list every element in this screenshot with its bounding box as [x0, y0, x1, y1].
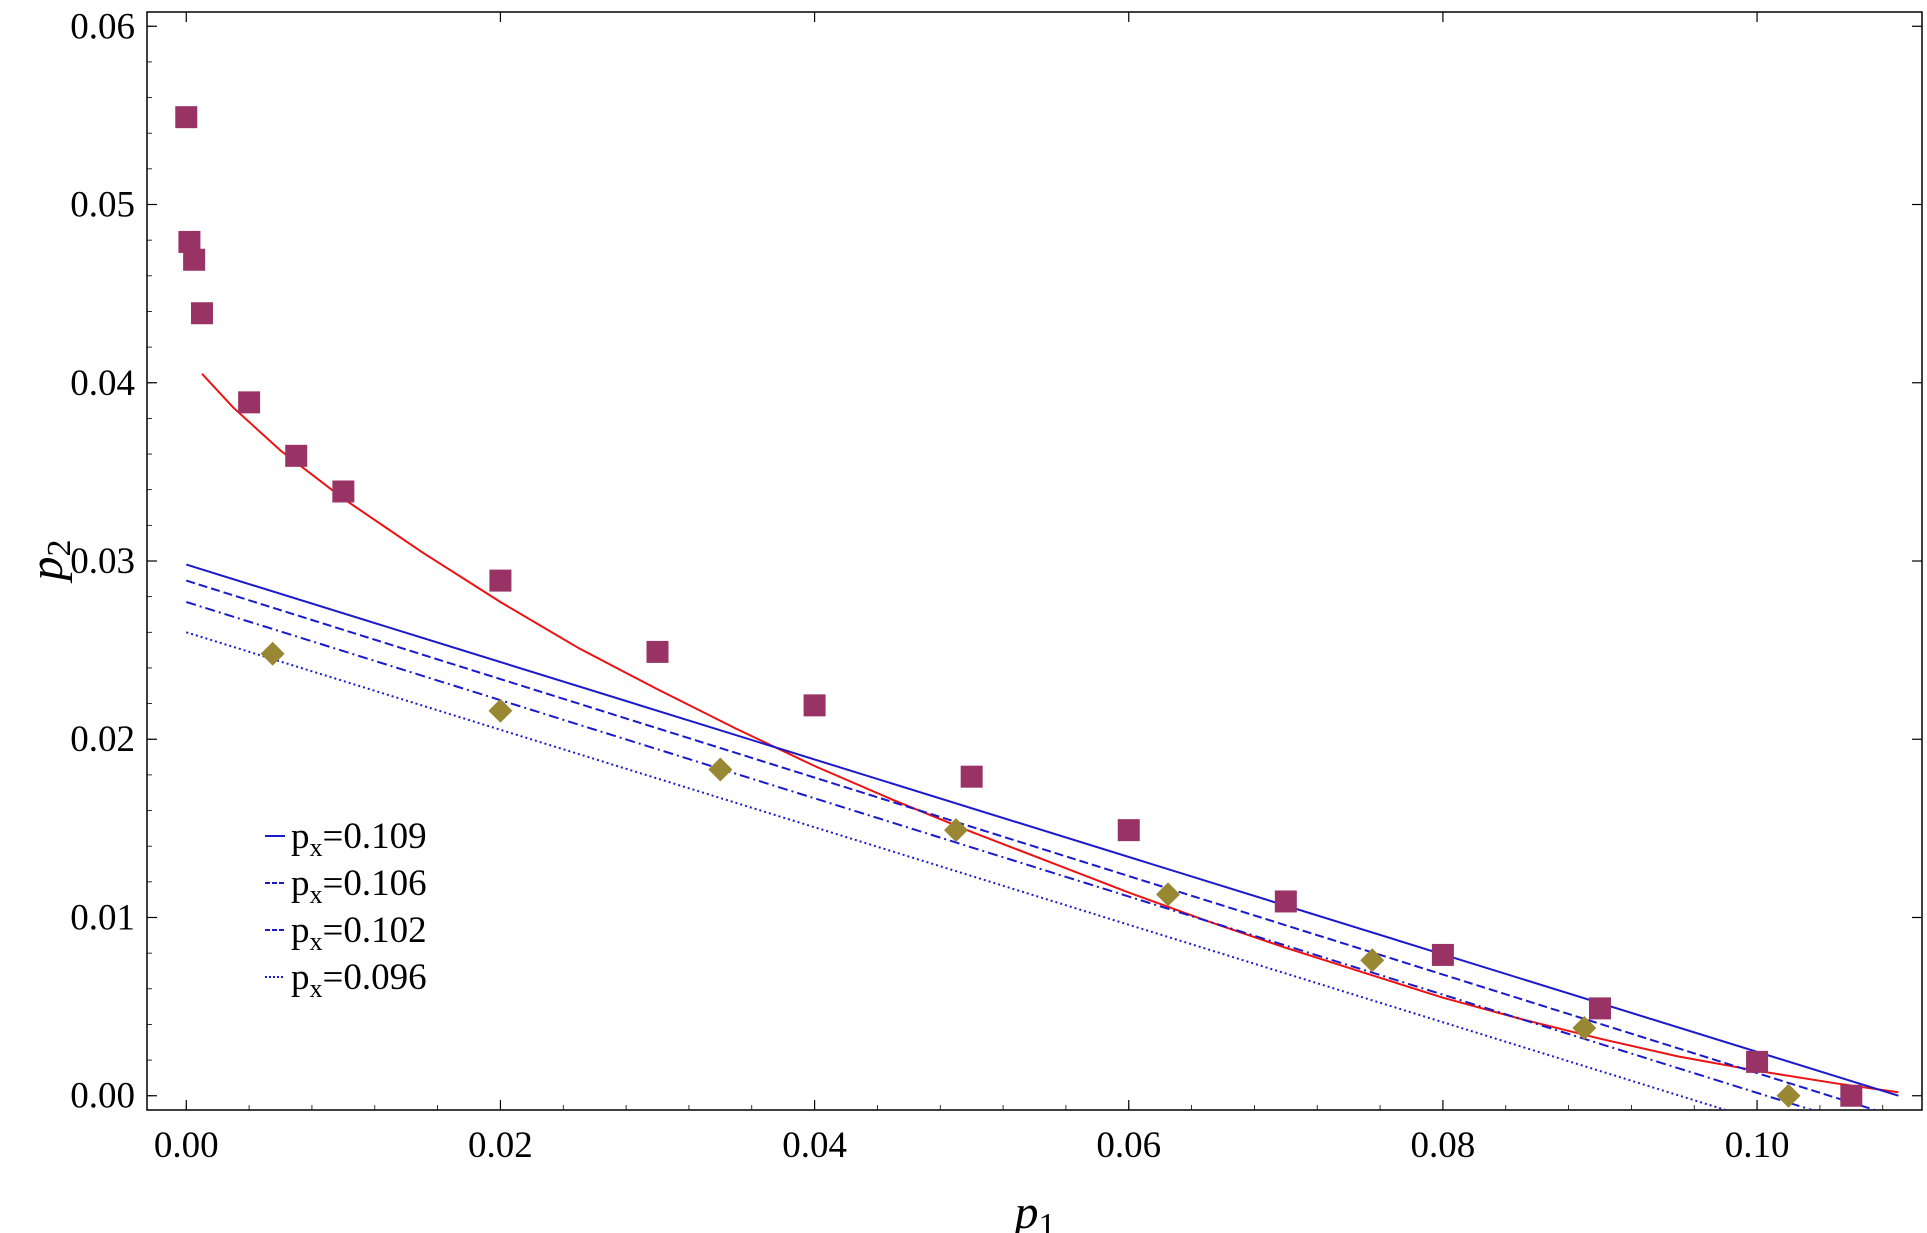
x-tick-label-0: 0.00 — [154, 1125, 219, 1166]
line-series-group — [186, 373, 1899, 1110]
square-marker-0 — [175, 106, 198, 129]
x-tick-label-4: 0.08 — [1411, 1125, 1476, 1166]
y-tick-label-6: 0.06 — [70, 6, 135, 47]
legend-label-0: px=0.109 — [291, 816, 427, 862]
x-tick-label-5: 0.10 — [1725, 1125, 1790, 1166]
square-marker-6 — [332, 480, 355, 503]
ticks: 0.00 0.02 0.04 0.06 0.08 0.10 0.00 0.01 0.02 0.03… — [70, 6, 1922, 1166]
y-tick-label-0: 0.00 — [70, 1076, 135, 1117]
square-marker-3 — [190, 302, 213, 325]
legend-label-2: px=0.102 — [291, 910, 427, 956]
y-tick-label-5: 0.05 — [70, 185, 135, 226]
diamond-marker-0 — [260, 641, 285, 666]
square-marker-14 — [1588, 997, 1611, 1020]
diamond-marker-5 — [1360, 948, 1385, 973]
x-tick-label-1: 0.02 — [468, 1125, 533, 1166]
y-axis-title: p2 — [20, 540, 78, 584]
diamond-marker-6 — [1572, 1016, 1597, 1041]
series-line-1 — [186, 563, 1899, 1097]
series-line-0 — [201, 373, 1899, 1094]
square-marker-2 — [183, 248, 206, 271]
square-marker-7 — [489, 569, 512, 592]
y-tick-label-4: 0.04 — [70, 363, 135, 404]
legend-label-1: px=0.106 — [291, 863, 427, 909]
series-line-3 — [186, 601, 1813, 1110]
square-marker-4 — [238, 391, 261, 414]
square-marker-8 — [646, 640, 669, 663]
square-marker-13 — [1431, 943, 1454, 966]
diamond-marker-4 — [1156, 882, 1181, 907]
series-line-2 — [186, 579, 1876, 1110]
y-tick-label-2: 0.02 — [70, 719, 135, 760]
x-tick-label-3: 0.06 — [1096, 1125, 1161, 1166]
diamond-marker-2 — [708, 757, 733, 782]
square-marker-9 — [803, 694, 826, 717]
y-tick-label-3: 0.03 — [70, 541, 135, 582]
point-series-group — [175, 106, 1863, 1108]
square-marker-1 — [178, 230, 201, 253]
y-tick-label-1: 0.01 — [70, 897, 135, 938]
square-marker-5 — [285, 444, 308, 467]
square-marker-15 — [1746, 1050, 1769, 1073]
series-line-4 — [186, 631, 1726, 1110]
legend-label-3: px=0.096 — [291, 957, 427, 1003]
x-axis-title: p1 — [1012, 1186, 1056, 1233]
square-marker-16 — [1840, 1084, 1863, 1107]
marks — [175, 106, 1899, 1110]
square-marker-12 — [1274, 890, 1297, 913]
diamond-marker-1 — [488, 698, 513, 723]
diamond-marker-3 — [943, 818, 968, 843]
diamond-marker-7 — [1776, 1083, 1801, 1108]
square-marker-11 — [1117, 819, 1140, 842]
square-marker-10 — [960, 765, 983, 788]
x-tick-label-2: 0.04 — [782, 1125, 847, 1166]
